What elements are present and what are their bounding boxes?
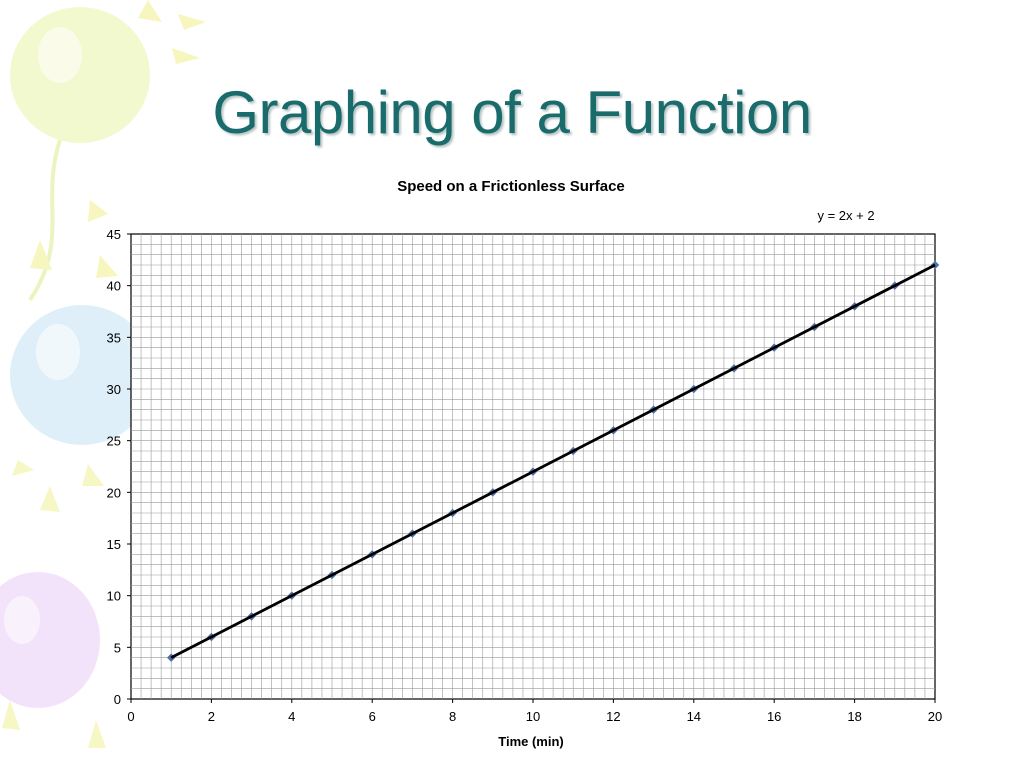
y-tick-label: 25 xyxy=(107,434,121,449)
trendline xyxy=(170,263,936,659)
x-tick-label: 20 xyxy=(928,709,942,724)
y-tick-label: 45 xyxy=(107,227,121,242)
chart-title: Speed on a Frictionless Surface xyxy=(397,178,625,195)
x-tick-label: 18 xyxy=(847,709,861,724)
y-tick-label: 40 xyxy=(107,279,121,294)
slide-title: Graphing of a Function xyxy=(212,79,812,146)
x-tick-label: 2 xyxy=(208,709,215,724)
y-tick-label: 30 xyxy=(107,382,121,397)
x-tick-label: 8 xyxy=(449,709,456,724)
y-tick-label: 10 xyxy=(107,589,121,604)
x-tick-label: 16 xyxy=(767,709,781,724)
y-tick-label: 20 xyxy=(107,485,121,500)
x-tick-label: 12 xyxy=(606,709,620,724)
y-tick-label: 15 xyxy=(107,537,121,552)
y-tick-label: 0 xyxy=(114,692,121,707)
x-axis-title: Time (min) xyxy=(498,734,564,749)
x-tick-label: 14 xyxy=(687,709,701,724)
y-axis-ticks: 0 5 10 15 20 25 30 35 40 45 xyxy=(107,227,131,707)
x-tick-label: 4 xyxy=(288,709,295,724)
gridlines xyxy=(131,234,935,699)
trendline-equation: y = 2x + 2 xyxy=(817,208,874,223)
y-tick-label: 5 xyxy=(114,640,121,655)
x-tick-label: 6 xyxy=(369,709,376,724)
x-tick-label: 0 xyxy=(127,709,134,724)
x-tick-label: 10 xyxy=(526,709,540,724)
trendline-group xyxy=(170,263,936,659)
x-axis-ticks: 0 2 4 6 8 10 12 14 16 18 20 xyxy=(127,699,942,724)
y-tick-label: 35 xyxy=(107,330,121,345)
